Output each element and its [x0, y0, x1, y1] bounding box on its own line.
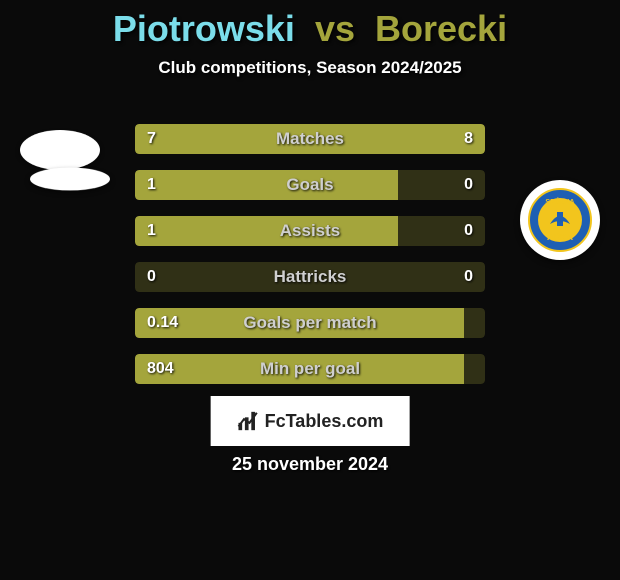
arka-badge-icon: SPÓŁKA ARKA [528, 188, 592, 252]
stat-value-left: 1 [147, 222, 156, 240]
stat-row: 0.14 Goals per match [135, 308, 485, 338]
stat-value-right: 0 [464, 176, 473, 194]
stat-label: Goals [286, 175, 333, 195]
stat-row: 1 0 Goals [135, 170, 485, 200]
source-badge: FcTables.com [211, 396, 410, 446]
subtitle: Club competitions, Season 2024/2025 [0, 58, 620, 78]
stat-label: Matches [276, 129, 344, 149]
chart-icon [237, 410, 259, 432]
stat-value-left: 804 [147, 360, 174, 378]
stat-value-left: 7 [147, 130, 156, 148]
svg-text:ARKA: ARKA [547, 232, 573, 242]
stats-container: 7 8 Matches 1 0 Goals 1 0 Assists 0 0 Hattricks 0.14… [135, 124, 485, 400]
player2-name: Borecki [375, 8, 507, 49]
stat-fill-left [135, 124, 298, 154]
stat-label: Goals per match [243, 313, 376, 333]
stat-row: 1 0 Assists [135, 216, 485, 246]
stat-value-right: 0 [464, 222, 473, 240]
stat-value-left: 1 [147, 176, 156, 194]
stat-label: Assists [280, 221, 340, 241]
stat-label: Hattricks [274, 267, 347, 287]
player2-club-badge: SPÓŁKA ARKA [520, 180, 600, 260]
stat-fill-left [135, 170, 398, 200]
stat-value-left: 0 [147, 268, 156, 286]
player1-avatar-placeholder-2 [30, 168, 110, 191]
stat-row: 0 0 Hattricks [135, 262, 485, 292]
comparison-title: Piotrowski vs Borecki [0, 0, 620, 50]
footer-date: 25 november 2024 [232, 454, 388, 475]
vs-label: vs [305, 8, 365, 49]
player1-avatar-placeholder [20, 130, 100, 170]
source-label: FcTables.com [265, 411, 384, 432]
stat-label: Min per goal [260, 359, 360, 379]
stat-row: 7 8 Matches [135, 124, 485, 154]
stat-value-right: 0 [464, 268, 473, 286]
player1-name: Piotrowski [113, 8, 295, 49]
stat-row: 804 Min per goal [135, 354, 485, 384]
stat-fill-left [135, 216, 398, 246]
stat-value-left: 0.14 [147, 314, 178, 332]
stat-value-right: 8 [464, 130, 473, 148]
svg-text:SPÓŁKA: SPÓŁKA [545, 197, 574, 206]
